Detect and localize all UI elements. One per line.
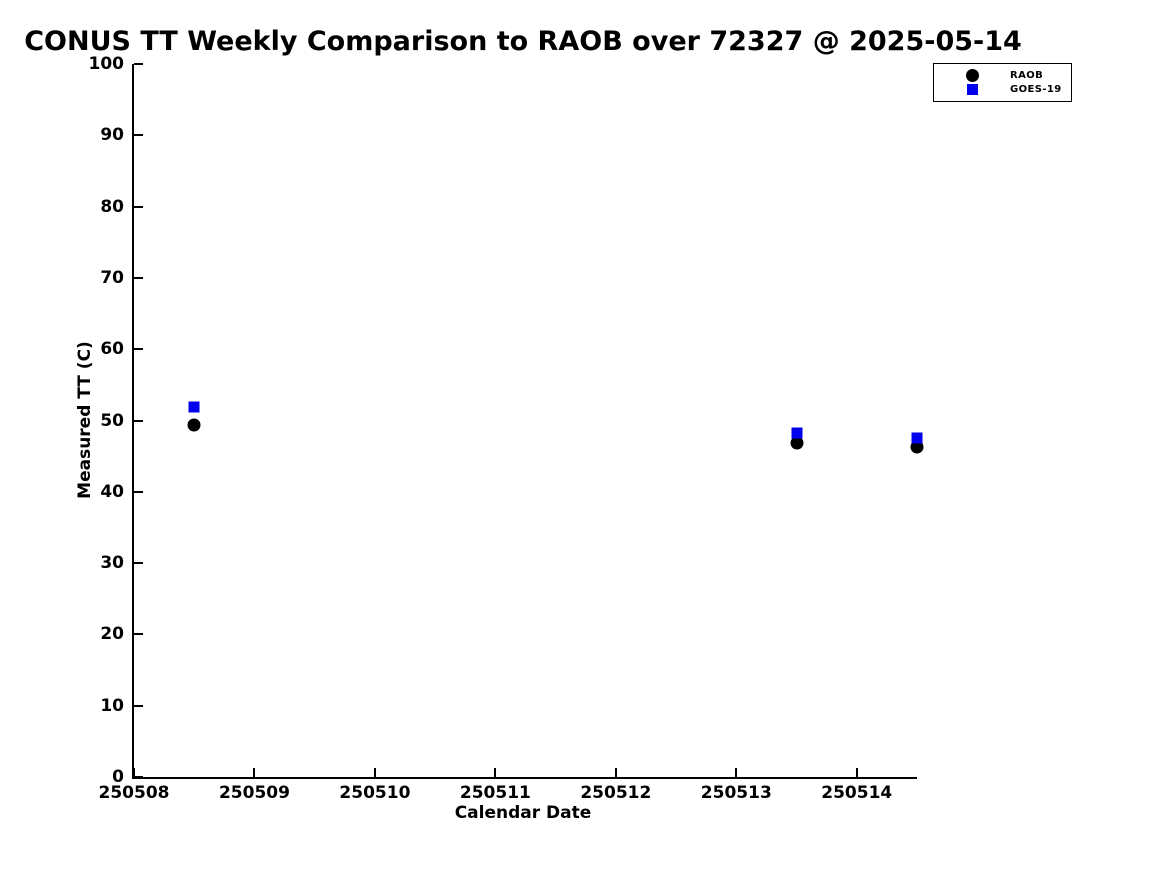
x-tick-label: 250511: [459, 783, 531, 803]
y-tick-label: 50: [100, 410, 124, 431]
legend-label-raob: RAOB: [1010, 70, 1044, 81]
y-tick-mark: [134, 419, 143, 422]
data-point-goes-19: [791, 427, 803, 439]
y-tick-mark: [134, 205, 143, 208]
x-tick-mark: [133, 768, 135, 777]
legend-row-raob: RAOB: [934, 69, 1071, 83]
legend-marker-cell: [934, 69, 1010, 82]
y-tick-label: 20: [100, 624, 124, 645]
x-tick-label: 250514: [821, 783, 893, 803]
y-tick-mark: [134, 776, 143, 778]
x-tick-label: 250509: [218, 783, 290, 803]
y-tick-label: 60: [100, 339, 124, 360]
x-tick-label: 250510: [339, 783, 411, 803]
y-tick-label: 100: [88, 54, 125, 74]
x-tick-label: 250512: [580, 783, 652, 803]
y-tick-label: 70: [100, 267, 124, 288]
y-tick-label: 80: [100, 196, 124, 217]
x-tick-mark: [735, 768, 738, 777]
legend-row-goes-19: GOES-19: [934, 83, 1071, 97]
y-tick-mark: [134, 276, 143, 279]
data-point-goes-19: [911, 432, 923, 444]
y-tick-label: 40: [100, 481, 124, 502]
x-tick-label: 250513: [700, 783, 772, 803]
legend-label-goes-19: GOES-19: [1010, 84, 1062, 95]
x-tick-mark: [373, 768, 376, 777]
goes-19-square-marker-icon: [966, 84, 978, 95]
y-tick-mark: [134, 63, 143, 65]
legend: RAOB GOES-19: [933, 63, 1072, 102]
x-tick-mark: [253, 768, 256, 777]
y-tick-mark: [134, 562, 143, 565]
x-tick-mark: [855, 768, 858, 777]
y-tick-label: 90: [100, 125, 124, 146]
x-tick-mark: [614, 768, 617, 777]
y-tick-mark: [134, 490, 143, 493]
x-tick-label: 250508: [98, 783, 170, 803]
data-point-raob: [790, 436, 804, 450]
legend-marker-cell: [934, 84, 1010, 95]
y-tick-label: 30: [100, 553, 124, 574]
data-point-goes-19: [188, 401, 200, 413]
chart-title: CONUS TT Weekly Comparison to RAOB over …: [24, 26, 1022, 57]
y-tick-mark: [134, 348, 143, 351]
x-axis-label: Calendar Date: [454, 803, 592, 823]
y-tick-mark: [134, 633, 143, 636]
y-tick-mark: [134, 134, 143, 137]
plot-area: 0 10 20 30 40 50 60 70 80 90 100 250508 250509 250510…: [89, 54, 924, 803]
data-point-raob: [187, 418, 201, 432]
x-tick-mark: [494, 768, 497, 777]
y-tick-label: 0: [112, 767, 124, 787]
raob-circle-marker-icon: [965, 69, 979, 82]
y-tick-label: 10: [100, 695, 124, 716]
y-tick-mark: [134, 704, 143, 707]
